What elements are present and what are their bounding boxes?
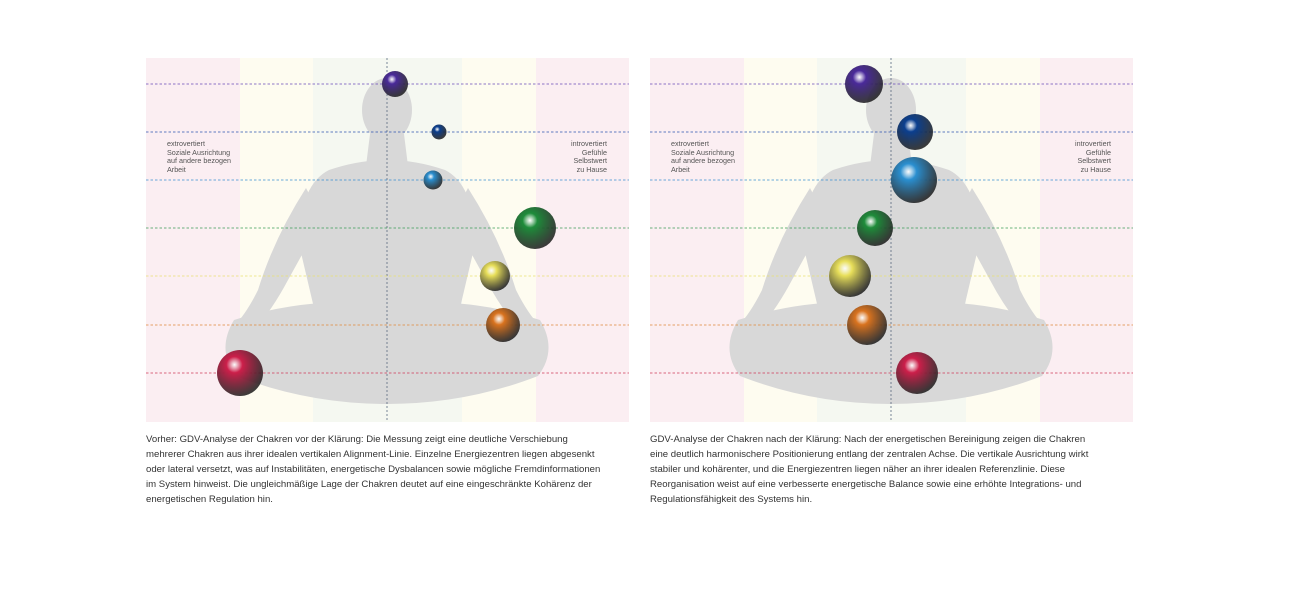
caption-after: GDV-Analyse der Chakren nach der Klärung… [650,434,1089,505]
chakra-sphere-sacral [486,308,520,342]
chakra-panel-after: extrovertiert Soziale Ausrichtung auf an… [650,58,1133,422]
chakra-panel-before: extrovertiert Soziale Ausrichtung auf an… [146,58,629,422]
chakra-sphere-root [896,352,938,394]
right-label-line: introvertiert [571,139,607,148]
right-axis-label: introvertiert Gefühle Selbstwert zu Haus… [571,139,607,174]
background-band [650,58,744,422]
left-label-line: Arbeit [167,164,186,174]
left-axis-label: extrovertiert Soziale Ausrichtung auf an… [167,139,231,174]
chakra-sphere-solar-plexus [829,255,871,297]
right-label-line: zu Hause [576,164,607,174]
left-label-line: Arbeit [671,164,690,174]
background-band [1040,58,1133,422]
right-label-line: Gefühle [1085,147,1111,157]
chakra-sphere-third-eye [897,114,933,150]
left-label-line: auf andere bezogen [671,156,735,166]
right-label-line: zu Hause [1080,164,1111,174]
caption-before: Vorher: GDV-Analyse der Chakren vor der … [146,434,601,505]
right-axis-label: introvertiert Gefühle Selbstwert zu Haus… [1075,139,1111,174]
chakra-sphere-throat [891,157,937,203]
chakra-sphere-root [217,350,263,396]
chakra-diagram-before [146,58,629,422]
left-label-line: auf andere bezogen [167,156,231,166]
chakra-sphere-crown [845,65,883,103]
chakra-sphere-heart [857,210,893,246]
chakra-sphere-solar-plexus [480,261,510,291]
right-label-line: Selbstwert [573,156,607,166]
left-label-line: Soziale Ausrichtung [671,147,735,157]
left-label-line: Soziale Ausrichtung [167,147,231,157]
left-label-line: extrovertiert [671,139,709,148]
chakra-sphere-heart [514,207,556,249]
chakra-diagram-after [650,58,1133,422]
left-label-line: extrovertiert [167,139,205,148]
right-label-line: Gefühle [581,147,607,157]
chakra-sphere-crown [382,71,408,97]
right-label-line: Selbstwert [1077,156,1111,166]
chakra-sphere-sacral [847,305,887,345]
chakra-sphere-throat [423,170,443,190]
left-axis-label: extrovertiert Soziale Ausrichtung auf an… [671,139,735,174]
meditating-figure-silhouette [225,78,549,404]
chakra-sphere-third-eye [431,124,447,140]
right-label-line: introvertiert [1075,139,1111,148]
